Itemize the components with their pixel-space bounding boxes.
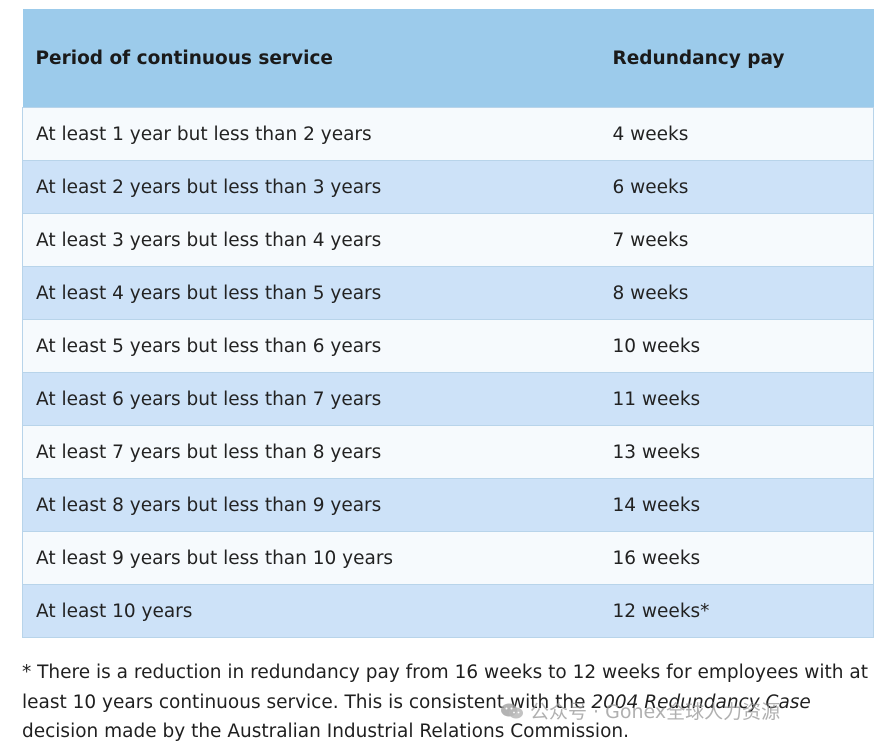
table-row: At least 1 year but less than 2 years 4 …: [22, 107, 874, 161]
pay-cell: 4 weeks: [600, 107, 874, 161]
period-cell: At least 4 years but less than 5 years: [22, 266, 601, 320]
table-row: At least 8 years but less than 9 years 1…: [22, 478, 874, 532]
period-cell: At least 5 years but less than 6 years: [22, 319, 601, 373]
period-cell: At least 2 years but less than 3 years: [22, 160, 601, 214]
table-row: At least 10 years 12 weeks*: [22, 584, 874, 638]
period-cell: At least 6 years but less than 7 years: [22, 372, 601, 426]
footnote-text-start: * There is a reduction in redundancy pay…: [22, 662, 869, 713]
table-row: At least 4 years but less than 5 years 8…: [22, 266, 874, 320]
table-row: At least 9 years but less than 10 years …: [22, 531, 874, 585]
table-row: At least 2 years but less than 3 years 6…: [22, 160, 874, 214]
header-period: Period of continuous service: [22, 9, 601, 108]
pay-cell: 12 weeks*: [600, 584, 874, 638]
period-cell: At least 7 years but less than 8 years: [22, 425, 601, 479]
pay-cell: 7 weeks: [600, 213, 874, 267]
pay-cell: 16 weeks: [600, 531, 874, 585]
header-redundancy-pay: Redundancy pay: [600, 9, 874, 108]
table-row: At least 3 years but less than 4 years 7…: [22, 213, 874, 267]
footnote-case-name: 2004 Redundancy Case: [591, 691, 811, 713]
pay-cell: 13 weeks: [600, 425, 874, 479]
table-row: At least 6 years but less than 7 years 1…: [22, 372, 874, 426]
pay-cell: 10 weeks: [600, 319, 874, 373]
footnote-text-end: decision made by the Australian Industri…: [22, 721, 629, 742]
footnote: * There is a reduction in redundancy pay…: [22, 658, 882, 747]
pay-cell: 8 weeks: [600, 266, 874, 320]
table-row: At least 7 years but less than 8 years 1…: [22, 425, 874, 479]
period-cell: At least 3 years but less than 4 years: [22, 213, 601, 267]
period-cell: At least 1 year but less than 2 years: [22, 107, 601, 161]
period-cell: At least 9 years but less than 10 years: [22, 531, 601, 585]
pay-cell: 11 weeks: [600, 372, 874, 426]
pay-cell: 14 weeks: [600, 478, 874, 532]
table-row: At least 5 years but less than 6 years 1…: [22, 319, 874, 373]
period-cell: At least 8 years but less than 9 years: [22, 478, 601, 532]
table-header-row: Period of continuous service Redundancy …: [22, 9, 874, 108]
redundancy-pay-table: Period of continuous service Redundancy …: [22, 9, 874, 638]
pay-cell: 6 weeks: [600, 160, 874, 214]
period-cell: At least 10 years: [22, 584, 601, 638]
